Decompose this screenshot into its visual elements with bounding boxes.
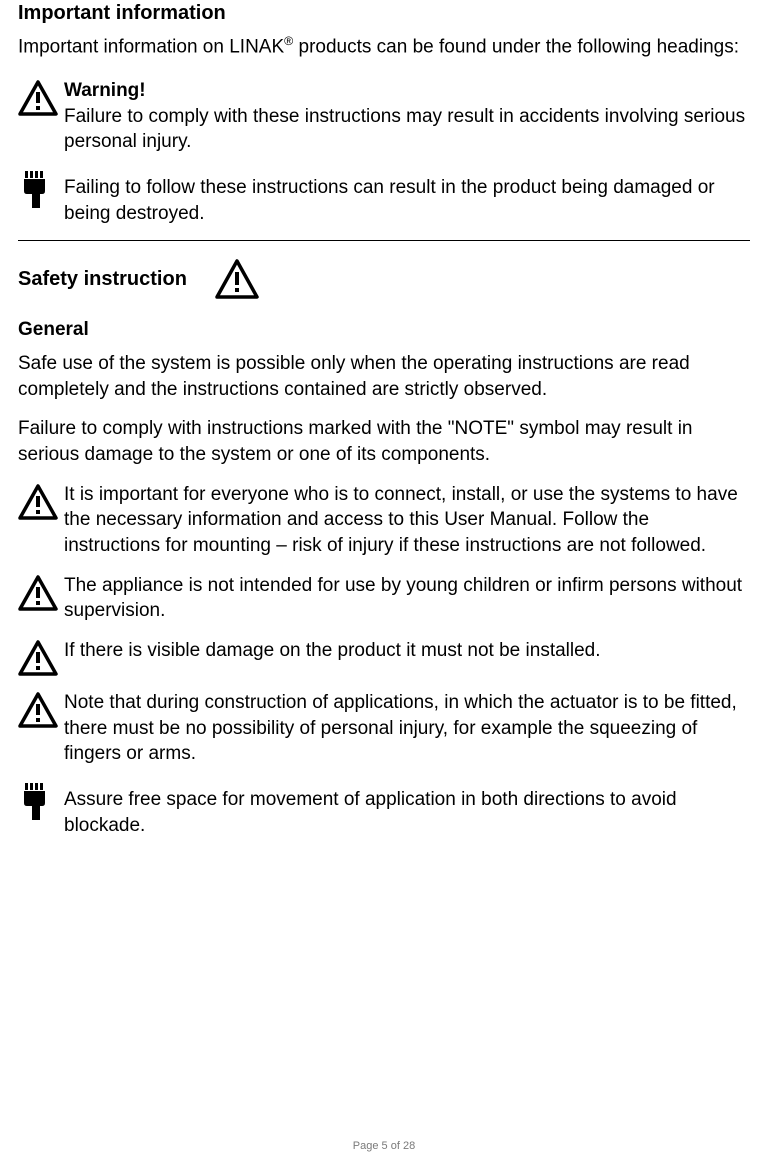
- page-footer: Page 5 of 28: [0, 1140, 768, 1152]
- general-para-1: Safe use of the system is possible only …: [18, 351, 750, 402]
- warning-triangle-icon: [18, 638, 64, 676]
- warning-text: Failure to comply with these instruction…: [64, 106, 745, 153]
- warning-label: Warning!: [64, 78, 750, 104]
- important-info-intro: Important information on LINAK® products…: [18, 33, 750, 60]
- safety-item-text: If there is visible damage on the produc…: [64, 640, 601, 661]
- registered-symbol: ®: [284, 34, 293, 48]
- safety-item: Assure free space for movement of applic…: [18, 781, 750, 838]
- general-para-2: Failure to comply with instructions mark…: [18, 416, 750, 467]
- note-text: Failing to follow these instructions can…: [64, 177, 715, 224]
- warning-row: Warning! Failure to comply with these in…: [18, 78, 750, 155]
- general-subheading: General: [18, 319, 750, 341]
- safety-instruction-header: Safety instruction: [18, 259, 750, 299]
- safety-instruction-heading: Safety instruction: [18, 268, 187, 291]
- hand-pointing-icon: [18, 169, 64, 209]
- safety-item: If there is visible damage on the produc…: [18, 638, 750, 676]
- safety-item: Note that during construction of applica…: [18, 690, 750, 767]
- safety-item: It is important for everyone who is to c…: [18, 482, 750, 559]
- warning-triangle-icon: [18, 690, 64, 728]
- warning-triangle-icon: [18, 78, 64, 116]
- warning-triangle-icon: [18, 482, 64, 520]
- intro-post: products can be found under the followin…: [293, 36, 739, 57]
- hand-pointing-icon: [18, 781, 64, 821]
- important-info-heading: Important information: [18, 2, 750, 25]
- safety-item-text: Assure free space for movement of applic…: [64, 789, 677, 836]
- intro-pre: Important information on LINAK: [18, 36, 284, 57]
- safety-item-text: It is important for everyone who is to c…: [64, 484, 738, 556]
- warning-triangle-icon: [18, 573, 64, 611]
- note-row: Failing to follow these instructions can…: [18, 169, 750, 226]
- section-divider: [18, 240, 750, 241]
- safety-item-text: The appliance is not intended for use by…: [64, 575, 742, 622]
- safety-item-text: Note that during construction of applica…: [64, 692, 737, 764]
- safety-item: The appliance is not intended for use by…: [18, 573, 750, 624]
- warning-triangle-icon: [215, 259, 259, 299]
